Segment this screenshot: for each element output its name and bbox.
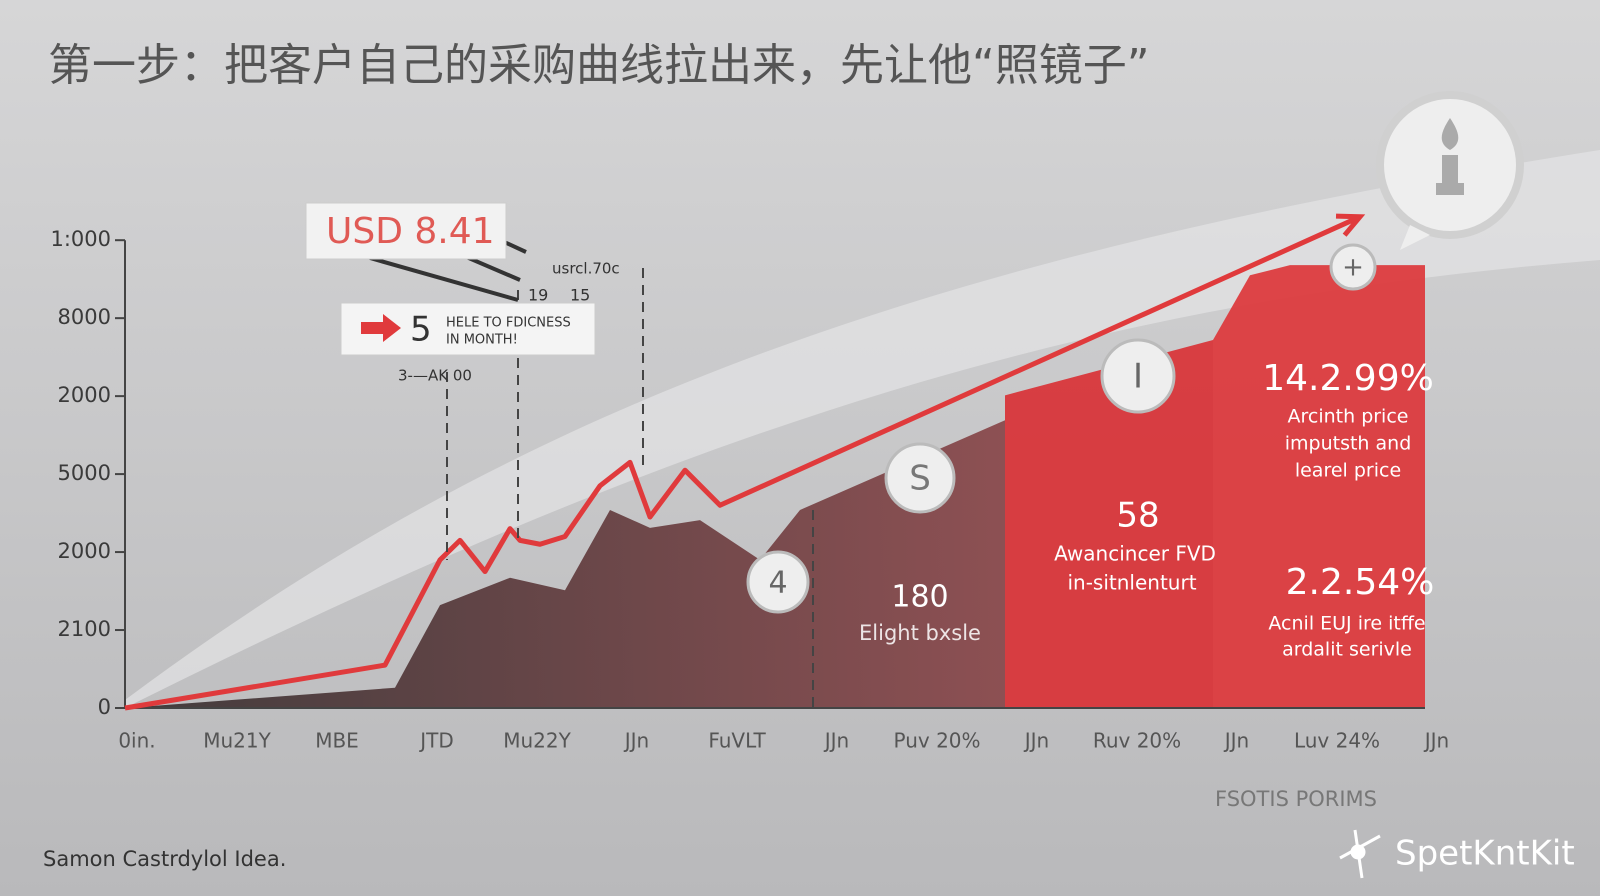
badge: + <box>1342 253 1364 283</box>
x-tick-label: JJn <box>1023 729 1049 753</box>
x-tick-label: JJn <box>623 729 649 753</box>
price-label: USD 8.41 <box>326 211 495 252</box>
y-tick-label: 2100 <box>58 617 111 641</box>
x-tick-label: Ruv 20% <box>1093 729 1181 753</box>
x-tick-label: Puv 20% <box>893 729 980 753</box>
badge: I <box>1133 357 1143 397</box>
block-text: Arcinth price <box>1288 406 1409 428</box>
block-value: 58 <box>1116 496 1159 536</box>
price-small: usrcl.70c <box>552 260 620 278</box>
block-text: in-sitnlenturt <box>1067 571 1196 595</box>
x-tick-label: Luv 24% <box>1294 729 1380 753</box>
y-tick-label: 0 <box>98 695 111 719</box>
x-tick-label: Mu21Y <box>203 729 271 753</box>
block-text: imputsth and <box>1285 433 1412 455</box>
y-tick-label: 1:000 <box>50 227 111 251</box>
badge: S <box>909 459 931 499</box>
note-line: IN MONTH! <box>446 333 518 348</box>
x-tick-label: JJn <box>1223 729 1249 753</box>
block-text: Elight bxsle <box>859 621 981 645</box>
area <box>1005 339 1213 708</box>
x-tick-label: JTD <box>418 729 454 753</box>
y-tick-label: 8000 <box>58 305 111 329</box>
x-tick-label: FuVLT <box>708 729 766 753</box>
area <box>1213 265 1425 708</box>
badge: 4 <box>768 566 787 601</box>
price-box <box>305 202 507 260</box>
note-line: HELE TO FDICNESS <box>446 316 571 331</box>
block-text: ardalit serivle <box>1282 639 1412 661</box>
y-tick-label: 5000 <box>58 461 111 485</box>
x-tick-label: JJn <box>823 729 849 753</box>
note-n1: 19 <box>528 286 548 305</box>
note-arrow <box>361 314 401 342</box>
arrow-head <box>1335 213 1366 237</box>
block-text: Acnil EUJ ire itffe <box>1268 613 1425 635</box>
y-tick-label: 2000 <box>58 539 111 563</box>
x-tick-label: 0in. <box>118 729 155 753</box>
x-note: FSOTIS PORIMS <box>1215 787 1377 811</box>
badges: S 4 I + <box>746 91 1524 614</box>
note-n2: 15 <box>570 286 590 305</box>
brand-logo <box>1339 829 1381 879</box>
chart-title: 第一步：把客户自己的采购曲线拉出来，先让他“照镜子” <box>48 40 1150 91</box>
brand: SpetKntKit <box>1395 834 1575 874</box>
area <box>125 420 1005 708</box>
block-text: Awancincer FVD <box>1054 542 1216 566</box>
x-tick-label: Mu22Y <box>503 729 571 753</box>
source: Samon Castrdylol Idea. <box>43 847 286 871</box>
block-text: learel price <box>1295 460 1401 482</box>
x-tick-label: MBE <box>315 729 359 753</box>
block-value: 2.2.54% <box>1286 562 1435 603</box>
series-line <box>124 214 1362 711</box>
block-value: 180 <box>891 580 948 615</box>
y-tick-label: 2000 <box>58 383 111 407</box>
swoosh <box>125 150 1600 708</box>
block-value: 14.2.99% <box>1262 358 1434 399</box>
note-number: 5 <box>410 310 432 350</box>
x-tick-label: JJn <box>1423 729 1449 753</box>
plot: 0 2100 2000 5000 2000 8000 1:000 0in. Mu21Y MBE JT… <box>50 213 1449 753</box>
note-sub: 3-—AK 00 <box>398 367 472 385</box>
